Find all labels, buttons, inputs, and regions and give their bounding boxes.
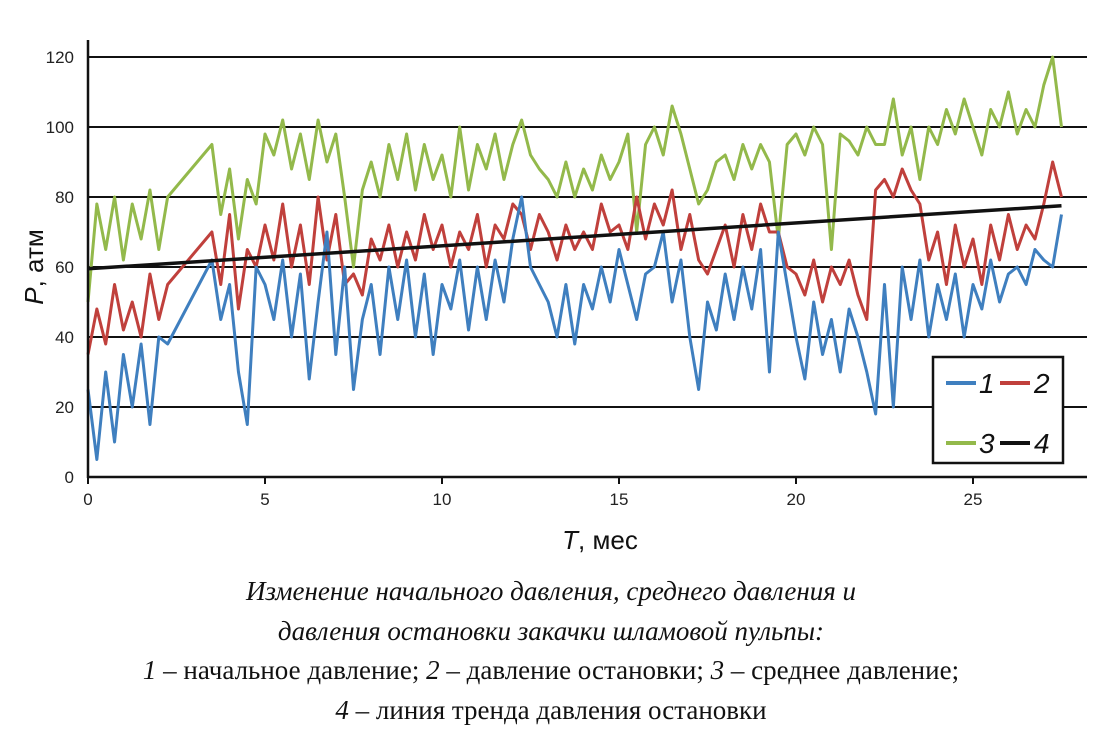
caption-line-4: 4 – линия тренда давления остановки: [0, 691, 1102, 731]
figure-caption: Изменение начального давления, среднего …: [0, 572, 1102, 730]
series-line-4: [87, 204, 1062, 271]
caption-line-1: Изменение начального давления, среднего …: [245, 576, 857, 606]
caption-num-4: 4: [335, 694, 349, 725]
y-tick-label: 120: [46, 48, 74, 67]
caption-num-3: 3: [710, 655, 725, 685]
caption-text-3: – среднее давление;: [724, 655, 960, 685]
legend-label-1: 1: [979, 368, 995, 399]
series-line-2: [86, 160, 1063, 355]
series-line-3: [86, 55, 1063, 303]
legend-box: [931, 355, 1065, 465]
legend-label-3: 3: [979, 428, 995, 459]
x-tick-label: 20: [787, 490, 806, 509]
y-tick-label: 100: [46, 118, 74, 137]
x-tick-label: 0: [83, 490, 92, 509]
legend-label-2: 2: [1033, 368, 1050, 399]
legend-label-4: 4: [1034, 428, 1050, 459]
caption-line-3: 1 – начальное давление; 2 – давление ост…: [0, 651, 1102, 691]
x-tick-label: 5: [260, 490, 269, 509]
caption-num-1: 1: [142, 655, 157, 685]
caption-text-2: – давление остановки;: [439, 655, 711, 685]
y-tick-label: 80: [55, 188, 74, 207]
caption-line-2: давления остановки закачки шламовой пуль…: [277, 615, 825, 646]
x-tick-label: 10: [433, 490, 452, 509]
x-tick-label: 25: [964, 490, 983, 509]
y-axis-title: P, атм: [19, 229, 49, 304]
y-tick-label: 60: [55, 258, 74, 277]
y-tick-label: 0: [65, 468, 74, 487]
y-tick-label: 20: [55, 398, 74, 417]
y-tick-label: 40: [55, 328, 74, 347]
x-tick-label: 15: [610, 490, 629, 509]
caption-num-2: 2: [426, 655, 440, 685]
x-axis-title: T, мес: [562, 525, 638, 555]
x-axis-var: T: [562, 525, 580, 555]
caption-text-1: – начальное давление;: [156, 655, 427, 685]
x-axis-unit: , мес: [578, 525, 638, 555]
series-line-1: [86, 195, 1063, 461]
y-axis-var: P: [19, 287, 49, 305]
y-axis-unit: , атм: [19, 229, 49, 287]
legend: 1 2 3 4: [931, 355, 1065, 465]
caption-text-4: – линия тренда давления остановки: [348, 694, 767, 725]
